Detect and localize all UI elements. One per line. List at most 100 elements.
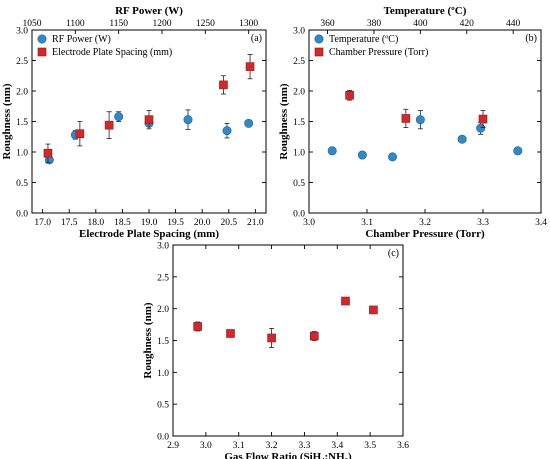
data-point-circle <box>327 146 337 156</box>
data-point-square <box>401 114 411 123</box>
data-point-circle <box>244 118 254 128</box>
y-tick-label: 2.0 <box>157 305 169 315</box>
data-point-square <box>478 114 488 124</box>
top-tick-label: 1150 <box>109 19 128 29</box>
top-tick-label: 420 <box>460 19 475 29</box>
y-tick-label: 3.0 <box>16 27 28 37</box>
y-tick-label: 0.0 <box>293 210 305 220</box>
legend-entry: Chamber Pressure (Torr) <box>329 47 428 58</box>
chart-panel-b: 0.0 0.5 1.0 1.5 2.0 2.5 3.0 Roughness (nm) 3.0 3.… <box>278 5 547 240</box>
data-point-circle <box>388 152 398 162</box>
x-tick-label: 17.5 <box>61 218 78 228</box>
data-point-square <box>341 296 350 306</box>
x-tick-label: 3.2 <box>266 441 278 451</box>
y-tick-label: 3.0 <box>293 27 305 37</box>
top-tick-label: 400 <box>413 19 428 29</box>
x-tick-label: 3.1 <box>361 218 373 228</box>
data-point-square <box>245 62 255 71</box>
y-axis-title: Roughness (nm) <box>278 83 290 159</box>
y-tick-label: 1.0 <box>16 149 28 159</box>
panel-label: (c) <box>388 248 399 259</box>
x-tick-label: 3.6 <box>397 441 409 451</box>
data-point-square <box>267 333 276 343</box>
x-tick-label: 3.0 <box>200 441 212 451</box>
y-tick-label: 1.5 <box>16 118 28 128</box>
x-tick-label: 3.4 <box>331 441 343 451</box>
x-axis-title: Electrode Plate Spacing (mm) <box>79 228 219 240</box>
x-tick-label: 3.4 <box>535 218 547 228</box>
x-tick-label: 20.5 <box>220 218 237 228</box>
legend-entry: Electrode Plate Spacing (mm) <box>52 47 172 58</box>
plot-frame <box>172 244 404 437</box>
y-tick-label: 2.5 <box>16 57 28 67</box>
x-tick-label: 3.2 <box>419 218 431 228</box>
data-point-square <box>104 120 114 130</box>
y-tick-label: 2.5 <box>293 57 305 67</box>
data-point-square <box>369 305 378 315</box>
x-axis-title: Chamber Pressure (Torr) <box>365 228 485 240</box>
panel-label: (a) <box>251 33 262 44</box>
y-tick-label: 1.5 <box>293 118 305 128</box>
x-axis-title: Gas Flow Ratio (SiH₄:NH₃) <box>224 451 352 459</box>
data-point-circle <box>114 112 124 122</box>
top-tick-label: 1050 <box>23 19 42 29</box>
data-point-square <box>144 115 154 124</box>
x-tick-label: 3.5 <box>364 441 376 451</box>
legend-circle-marker <box>314 34 324 44</box>
top-tick-label: 380 <box>367 19 382 29</box>
data-point-circle <box>183 115 193 125</box>
y-tick-label: 3.0 <box>157 242 169 252</box>
legend-entry: RF Power (W) <box>52 34 111 45</box>
top-tick-label: 360 <box>320 19 335 29</box>
top-tick-label: 1250 <box>196 19 215 29</box>
top-tick-label: 440 <box>506 19 521 29</box>
legend-circle-marker <box>37 34 47 44</box>
data-point-circle <box>457 134 467 144</box>
x-tick-label: 3.1 <box>233 441 245 451</box>
x-tick-label: 21.0 <box>247 218 264 228</box>
data-point-square <box>226 329 235 338</box>
x-tick-label: 3.3 <box>477 218 489 228</box>
data-point-square <box>345 90 354 100</box>
y-tick-label: 1.5 <box>157 337 169 347</box>
top-tick-label: 1200 <box>153 19 172 29</box>
data-point-square <box>309 331 319 341</box>
data-point-circle <box>222 126 232 136</box>
top-tick-label: 1100 <box>66 19 85 29</box>
y-tick-label: 1.0 <box>157 369 169 379</box>
data-point-circle <box>476 123 486 133</box>
y-tick-label: 1.0 <box>293 149 305 159</box>
x-tick-label: 18.5 <box>114 218 131 228</box>
legend-entry: Temperature (ºC) <box>329 34 398 45</box>
top-axis-title: Temperature (ºC) <box>384 5 467 17</box>
chart-panel-c: 0.0 0.5 1.0 1.5 2.0 2.5 3.0 Roughness (nm) 2.9 3.… <box>142 242 409 459</box>
y-tick-label: 0.5 <box>16 179 28 189</box>
data-point-circle <box>513 146 523 156</box>
y-tick-label: 0.0 <box>157 433 169 443</box>
panel-label: (b) <box>525 33 537 44</box>
data-point-square <box>75 129 85 138</box>
chart-panel-a: 0.0 0.5 1.0 1.5 2.0 2.5 3.0 Roughness (nm) 17.0 1… <box>1 5 267 240</box>
y-tick-label: 0.5 <box>157 401 169 411</box>
x-tick-label: 3.0 <box>303 218 315 228</box>
data-point-square <box>219 80 228 90</box>
y-tick-label: 2.0 <box>293 88 305 98</box>
y-tick-label: 2.5 <box>157 273 169 283</box>
data-point-square <box>43 148 53 158</box>
top-axis-title: RF Power (W) <box>115 5 183 17</box>
legend-square-marker <box>37 47 47 57</box>
data-point-circle <box>357 150 367 160</box>
x-tick-label: 18.0 <box>88 218 105 228</box>
x-tick-label: 17.0 <box>34 218 51 228</box>
data-point-circle <box>415 115 425 125</box>
y-tick-label: 2.0 <box>16 88 28 98</box>
y-tick-label: 0.0 <box>16 210 28 220</box>
top-tick-label: 1300 <box>239 19 258 29</box>
x-tick-label: 19.5 <box>167 218 184 228</box>
legend-square-marker <box>314 47 324 57</box>
y-axis-title: Roughness (nm) <box>1 83 13 159</box>
x-tick-label: 20.0 <box>194 218 211 228</box>
x-tick-label: 3.3 <box>298 441 310 451</box>
y-axis-title: Roughness (nm) <box>142 302 154 378</box>
